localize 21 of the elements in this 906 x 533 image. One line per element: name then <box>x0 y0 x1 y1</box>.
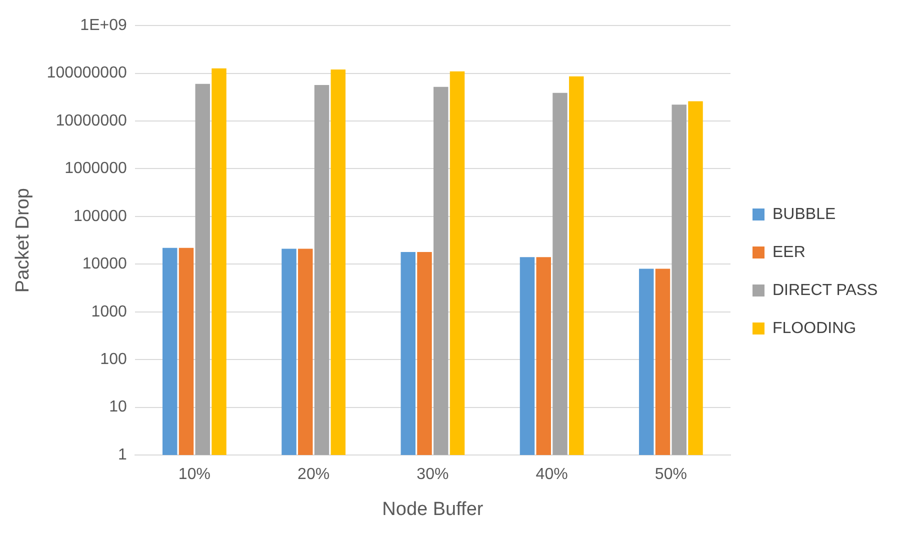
legend-label: FLOODING <box>772 320 856 337</box>
y-tick-label: 10 <box>109 398 127 416</box>
y-tick-label: 1E+09 <box>80 17 127 34</box>
y-tick-label: 1000000 <box>64 160 127 178</box>
x-tick-label: 20% <box>298 466 330 484</box>
legend-label: DIRECT PASS <box>772 282 878 299</box>
y-tick-label: 10000 <box>82 256 127 273</box>
x-tick-label: 50% <box>654 466 687 484</box>
legend-label: BUBBLE <box>772 206 836 223</box>
x-tick-label: 10% <box>178 466 210 484</box>
y-axis-title: Packet Drop <box>12 188 34 293</box>
y-tick-label: 10000000 <box>56 112 127 130</box>
y-tick-label: 1000 <box>91 303 127 320</box>
y-tick-label: 1 <box>118 446 127 464</box>
y-tick-label: 100 <box>100 350 127 368</box>
x-tick-label: 40% <box>536 466 568 484</box>
x-axis-title: Node Buffer <box>382 498 484 520</box>
y-tick-label: 100000000 <box>46 64 127 82</box>
x-tick-label: 30% <box>416 466 449 484</box>
y-tick-label: 100000 <box>73 208 127 225</box>
legend-label: EER <box>772 244 806 261</box>
